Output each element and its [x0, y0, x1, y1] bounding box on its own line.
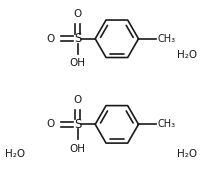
Text: S: S: [74, 118, 81, 131]
Text: OH: OH: [69, 58, 85, 68]
Text: H₂O: H₂O: [177, 50, 197, 61]
Text: H₂O: H₂O: [177, 149, 197, 159]
Text: O: O: [73, 9, 82, 19]
Text: O: O: [73, 95, 82, 105]
Text: OH: OH: [69, 144, 85, 154]
Text: S: S: [74, 32, 81, 45]
Text: O: O: [47, 119, 55, 129]
Text: CH₃: CH₃: [157, 34, 175, 44]
Text: CH₃: CH₃: [157, 119, 175, 129]
Text: H₂O: H₂O: [5, 149, 26, 159]
Text: O: O: [47, 34, 55, 44]
